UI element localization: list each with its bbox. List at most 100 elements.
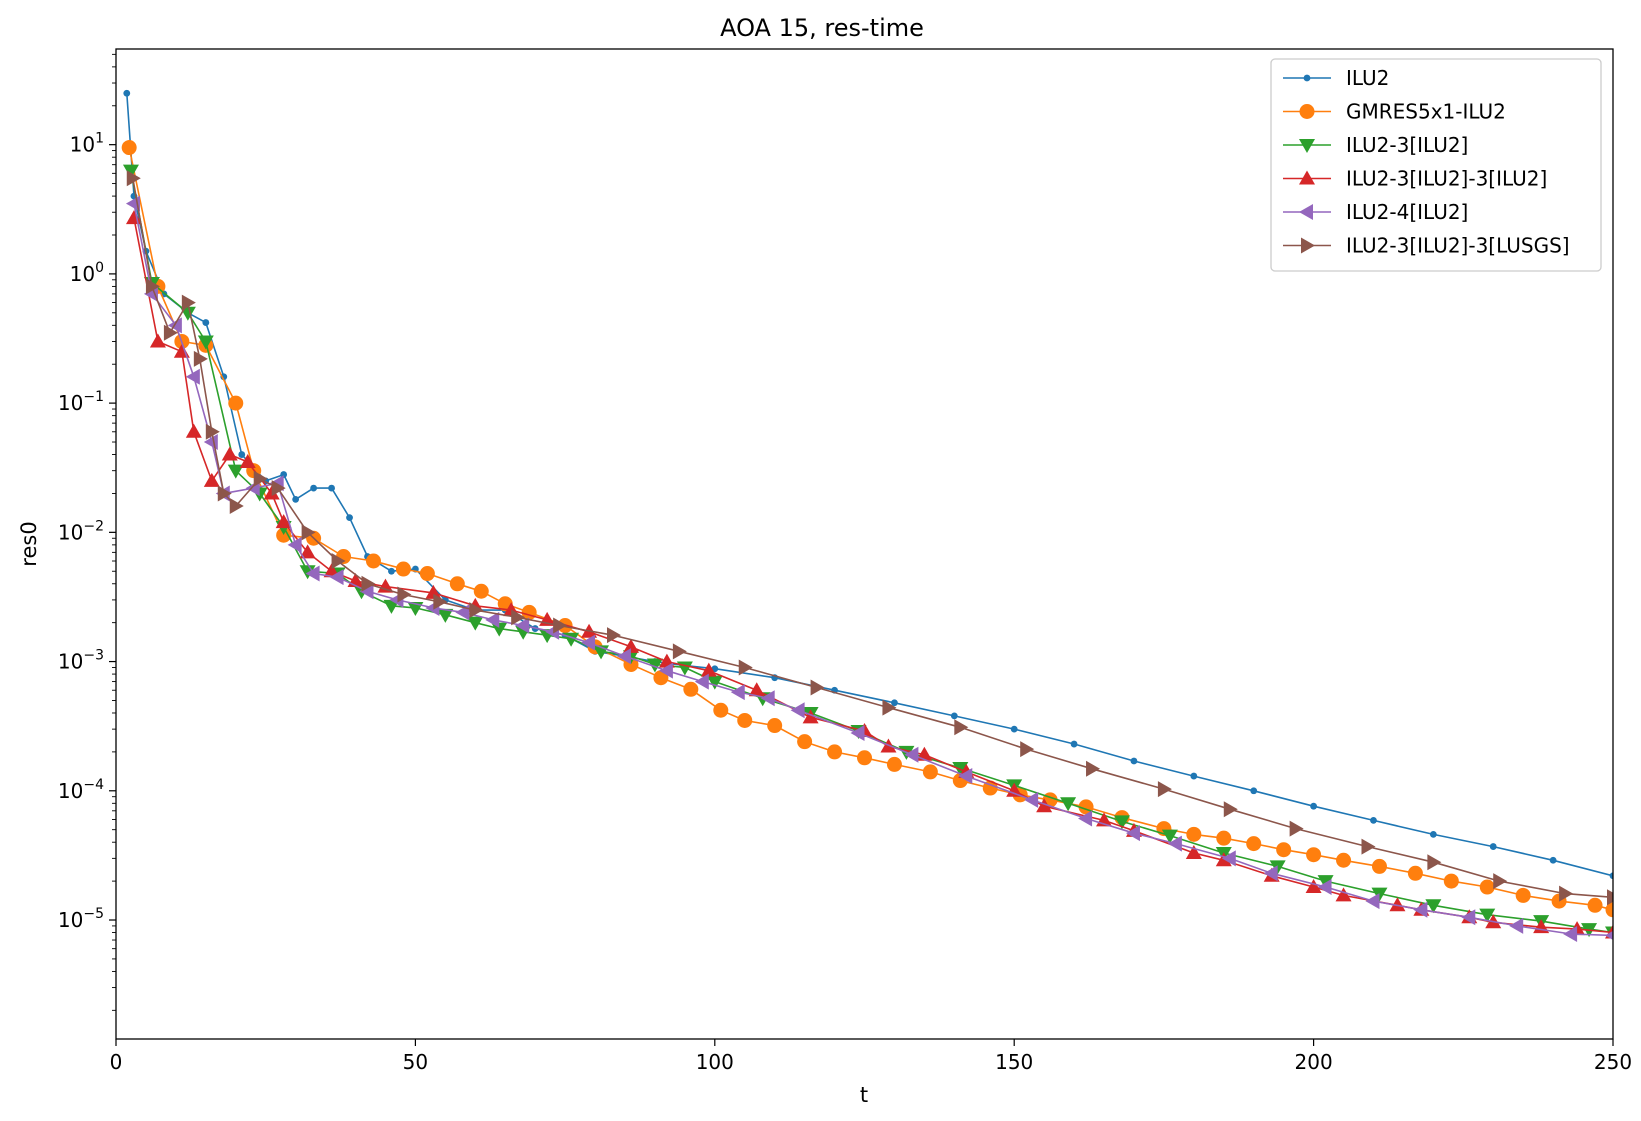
data-point xyxy=(706,675,723,690)
data-point xyxy=(882,699,897,716)
series-gmres5x1-ilu2 xyxy=(121,140,1613,918)
data-point xyxy=(276,527,292,543)
legend-entry: ILU2-4[ILU2] xyxy=(1283,200,1468,224)
data-point xyxy=(1010,725,1018,733)
data-point xyxy=(467,616,484,631)
data-point xyxy=(419,566,435,582)
data-point xyxy=(485,611,500,628)
data-point xyxy=(203,472,220,487)
data-point xyxy=(301,524,316,541)
data-point xyxy=(1276,842,1292,858)
y-tick-label: 10−5 xyxy=(58,906,104,932)
data-point xyxy=(713,702,729,718)
legend-entry: ILU2 xyxy=(1283,66,1389,90)
data-point xyxy=(1361,838,1376,855)
x-tick-label: 250 xyxy=(1594,1050,1632,1074)
legend-entry: ILU2-3[ILU2]-3[ILU2] xyxy=(1283,167,1547,191)
data-point xyxy=(1335,887,1352,902)
legend-marker xyxy=(1301,237,1315,254)
data-point xyxy=(253,470,268,487)
series-line xyxy=(132,178,1613,899)
data-point xyxy=(1493,873,1508,890)
data-point xyxy=(1157,781,1172,798)
data-point xyxy=(1125,825,1140,842)
y-axis: 10−5 10−4 10−3 10−2 10−1 100 101 xyxy=(58,53,116,1011)
data-point xyxy=(1246,836,1262,852)
data-point xyxy=(1036,798,1053,813)
data-point xyxy=(185,368,200,385)
data-point xyxy=(328,484,335,492)
data-point xyxy=(145,278,160,295)
data-point xyxy=(1413,901,1428,918)
data-point xyxy=(1221,850,1236,867)
legend-marker xyxy=(1299,170,1315,185)
data-point xyxy=(1425,899,1442,914)
data-point xyxy=(982,780,998,796)
data-point xyxy=(1587,897,1603,913)
y-axis-label: res0 xyxy=(17,521,41,566)
data-point xyxy=(1489,843,1497,850)
data-point xyxy=(377,578,394,593)
y-tick-label: 101 xyxy=(70,131,104,157)
data-point xyxy=(553,617,568,634)
x-tick-label: 0 xyxy=(110,1050,123,1074)
data-point xyxy=(437,608,454,623)
data-point xyxy=(395,561,411,577)
x-tick-label: 50 xyxy=(403,1050,428,1074)
data-point xyxy=(122,164,139,179)
data-point xyxy=(388,567,395,575)
data-point xyxy=(1407,865,1423,881)
data-point xyxy=(299,565,316,580)
data-point xyxy=(891,699,898,707)
data-point xyxy=(1167,835,1182,852)
data-point xyxy=(149,333,166,348)
data-point xyxy=(221,446,238,461)
data-point xyxy=(922,764,938,780)
data-point xyxy=(850,725,865,742)
data-point xyxy=(1216,830,1232,846)
legend-box xyxy=(1270,58,1602,272)
data-point xyxy=(227,464,244,479)
data-point xyxy=(616,648,631,665)
data-point xyxy=(738,659,753,676)
data-point xyxy=(433,593,448,610)
data-point xyxy=(346,514,353,522)
data-point xyxy=(1310,802,1317,810)
data-point xyxy=(1006,782,1023,797)
data-point xyxy=(958,768,973,785)
data-point xyxy=(607,627,622,644)
data-point xyxy=(275,514,292,529)
data-point xyxy=(1509,917,1524,934)
data-point xyxy=(299,544,316,559)
data-point xyxy=(1078,810,1093,827)
data-point xyxy=(802,709,819,724)
data-point xyxy=(205,423,220,440)
data-point xyxy=(287,536,302,553)
data-point xyxy=(1389,897,1406,912)
legend-entry: GMRES5x1-ILU2 xyxy=(1283,100,1506,124)
data-point xyxy=(1250,787,1258,795)
data-point xyxy=(185,423,202,438)
data-point xyxy=(646,658,663,673)
data-point xyxy=(238,451,246,458)
data-point xyxy=(473,583,489,599)
x-tick-label: 200 xyxy=(1295,1050,1333,1074)
y-tick-label: 10−2 xyxy=(58,518,104,544)
data-point xyxy=(700,662,717,677)
data-point xyxy=(121,140,137,156)
data-point xyxy=(694,673,709,690)
data-point xyxy=(1479,879,1495,895)
plot-frame xyxy=(115,48,1614,1040)
data-point xyxy=(904,746,919,763)
data-point xyxy=(886,756,902,772)
data-point xyxy=(1020,741,1035,758)
data-point xyxy=(143,285,158,302)
data-point xyxy=(810,679,825,696)
data-point xyxy=(469,602,484,619)
data-point xyxy=(397,586,412,603)
data-point xyxy=(827,744,843,760)
data-point xyxy=(365,553,381,569)
data-point xyxy=(310,484,318,492)
data-point xyxy=(1605,902,1613,918)
